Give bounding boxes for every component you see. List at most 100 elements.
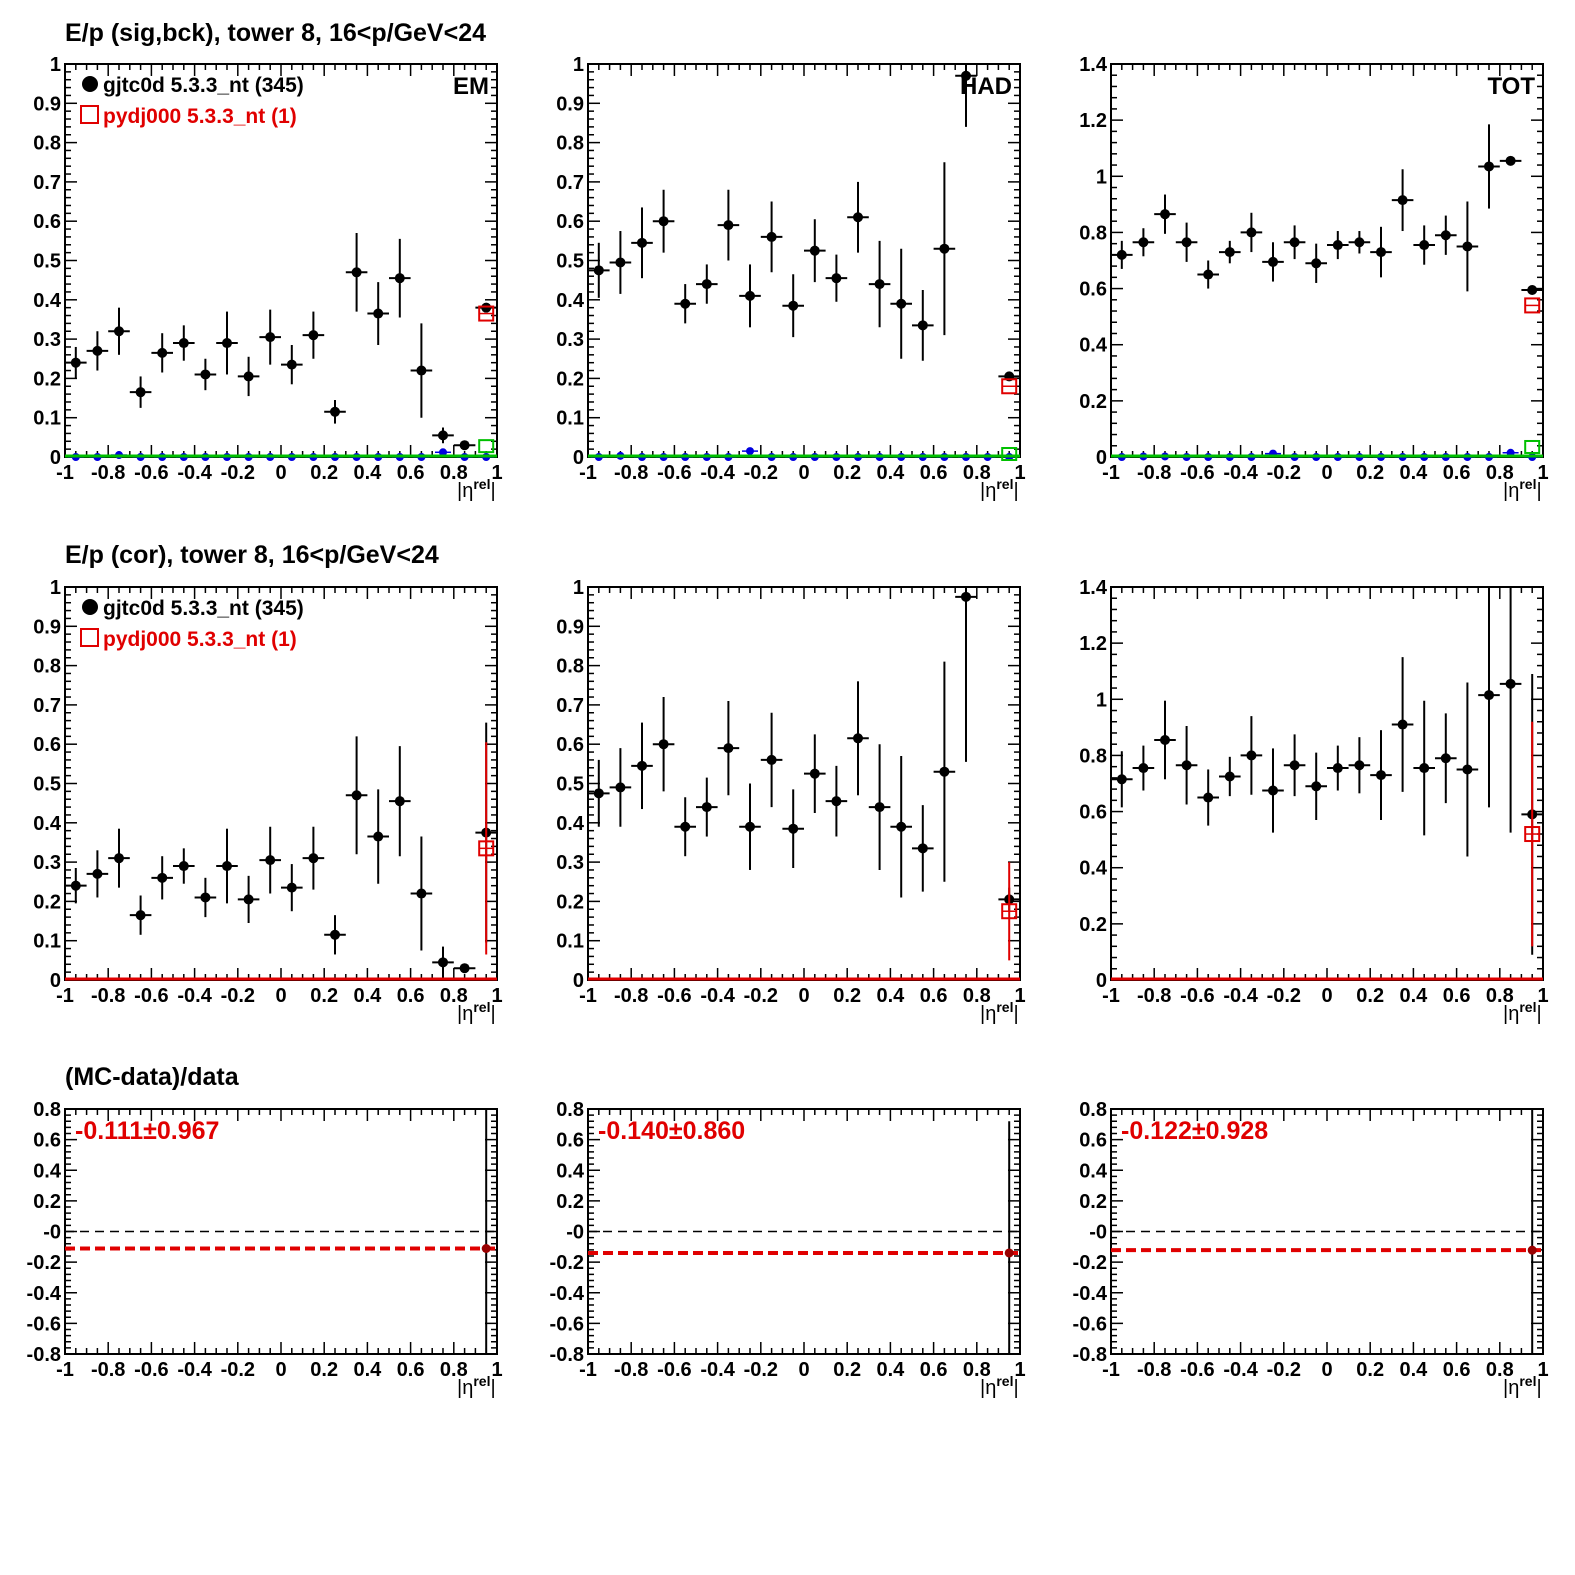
data-point xyxy=(1138,763,1149,774)
data-point xyxy=(680,821,691,832)
data-point xyxy=(308,330,319,341)
x-tick-label: 0.2 xyxy=(1356,985,1384,1007)
data-point xyxy=(1419,763,1430,774)
data-point xyxy=(1203,269,1214,280)
data-point xyxy=(701,802,712,813)
data-point xyxy=(1246,227,1257,238)
x-tick-label: 0.2 xyxy=(833,985,861,1007)
y-tick-label: 0.2 xyxy=(33,368,61,390)
data-point xyxy=(265,855,276,866)
bck-mc-point xyxy=(1001,447,1018,461)
x-tick-label: 0.6 xyxy=(397,985,425,1007)
x-tick-label: -0.2 xyxy=(221,985,255,1007)
x-tick-label: 0.6 xyxy=(1443,1359,1471,1381)
x-tick-label: -1 xyxy=(579,985,597,1007)
panel-r1-c2: -1 -0.8 -0.6 -0.4 -0.2 0 0.2 0.4 0.6 0.8 1 0 0.2 0.4 0… xyxy=(1079,577,1548,1025)
y-tick-label: 0.8 xyxy=(1079,745,1107,767)
legend-mc-marker xyxy=(80,628,99,647)
x-axis-label: |ηrel| xyxy=(1503,1373,1542,1399)
y-tick-label: 0.3 xyxy=(33,329,61,351)
x-tick-label: -0.6 xyxy=(1180,985,1214,1007)
y-tick-label: 1 xyxy=(50,54,61,76)
x-axis-label: |ηrel| xyxy=(980,999,1019,1025)
data-point xyxy=(1181,237,1192,248)
x-tick-label: -0.2 xyxy=(1267,462,1301,484)
data-point xyxy=(593,788,604,799)
data-point xyxy=(701,279,712,290)
y-tick-label: 1 xyxy=(1096,166,1107,188)
x-tick-label: 0.4 xyxy=(353,1359,382,1381)
y-tick-label: 0.6 xyxy=(556,734,584,756)
data-point xyxy=(896,821,907,832)
x-tick-label: -0.6 xyxy=(657,462,691,484)
x-tick-label: 0.8 xyxy=(963,985,991,1007)
y-tick-label: 0.1 xyxy=(556,408,584,430)
y-tick-label: 0.4 xyxy=(1079,1160,1108,1182)
x-tick-label: -1 xyxy=(56,462,74,484)
x-tick-label: -0.8 xyxy=(614,462,648,484)
data-point xyxy=(200,369,211,380)
x-axis-label: |ηrel| xyxy=(980,1373,1019,1399)
data-point xyxy=(745,290,755,301)
data-point xyxy=(286,359,297,370)
panel-tag: EM xyxy=(453,73,489,100)
x-tick-label: 0 xyxy=(275,985,286,1007)
x-tick-label: -0.2 xyxy=(1267,985,1301,1007)
y-tick-label: 0.1 xyxy=(33,931,61,953)
data-point xyxy=(222,861,232,872)
plot-frame xyxy=(1110,63,1544,458)
x-tick-label: 0.4 xyxy=(876,985,905,1007)
y-tick-label: -0 xyxy=(43,1222,61,1244)
data-point xyxy=(680,298,691,309)
x-tick-label: -1 xyxy=(56,985,74,1007)
data-point xyxy=(1419,240,1430,251)
data-point xyxy=(809,768,820,779)
data-point xyxy=(1440,230,1451,241)
y-tick-label: 0.5 xyxy=(33,251,61,273)
y-tick-label: 0.4 xyxy=(556,290,585,312)
data-point xyxy=(853,733,863,744)
data-point xyxy=(766,754,777,765)
data-point xyxy=(1440,753,1451,764)
data-point xyxy=(745,821,755,832)
data-point xyxy=(1397,719,1408,730)
y-tick-label: 0.7 xyxy=(33,172,61,194)
panel-r2-c1: -1 -0.8 -0.6 -0.4 -0.2 0 0.2 0.4 0.6 0.8 1-0.8-0.6… xyxy=(550,1099,1026,1399)
data-point xyxy=(1527,1245,1537,1255)
data-point xyxy=(265,332,276,343)
x-axis-label-bar: | xyxy=(490,1377,495,1399)
x-tick-label: 0 xyxy=(1321,462,1332,484)
data-point xyxy=(637,237,647,248)
bck-mc-point xyxy=(1524,439,1541,454)
data-point xyxy=(961,70,971,81)
y-tick-label: 0.8 xyxy=(556,1099,584,1121)
data-point xyxy=(373,831,384,842)
data-point xyxy=(481,1243,491,1253)
data-point xyxy=(1203,792,1214,803)
y-tick-label: 0.6 xyxy=(33,211,61,233)
x-axis-label: |ηrel| xyxy=(980,476,1019,502)
x-tick-label: -0.6 xyxy=(134,1359,168,1381)
data-point xyxy=(135,910,146,921)
x-tick-label: 1 xyxy=(491,1359,502,1381)
y-tick-label: 0.6 xyxy=(1079,1130,1107,1152)
data-point xyxy=(416,365,427,376)
x-tick-label: 0.2 xyxy=(833,1359,861,1381)
x-tick-label: 0.2 xyxy=(833,462,861,484)
data-point xyxy=(459,963,470,974)
legend-data-marker xyxy=(82,76,98,92)
x-tick-label: -0.4 xyxy=(177,985,212,1007)
x-tick-label: 0 xyxy=(1321,1359,1332,1381)
x-axis-label-bar: | xyxy=(1013,1377,1018,1399)
data-point xyxy=(1332,240,1343,251)
data-point xyxy=(637,760,647,771)
y-tick-label: 0.9 xyxy=(33,93,61,115)
y-tick-label: -0.4 xyxy=(27,1283,62,1305)
x-tick-label: -0.8 xyxy=(91,985,125,1007)
x-axis-label-sup: rel xyxy=(473,1373,490,1389)
x-tick-label: -0.2 xyxy=(744,985,778,1007)
x-axis-label: |ηrel| xyxy=(457,1373,496,1399)
data-point xyxy=(394,273,405,284)
y-tick-label: 1.4 xyxy=(1079,54,1108,76)
x-tick-label: -0.6 xyxy=(134,985,168,1007)
